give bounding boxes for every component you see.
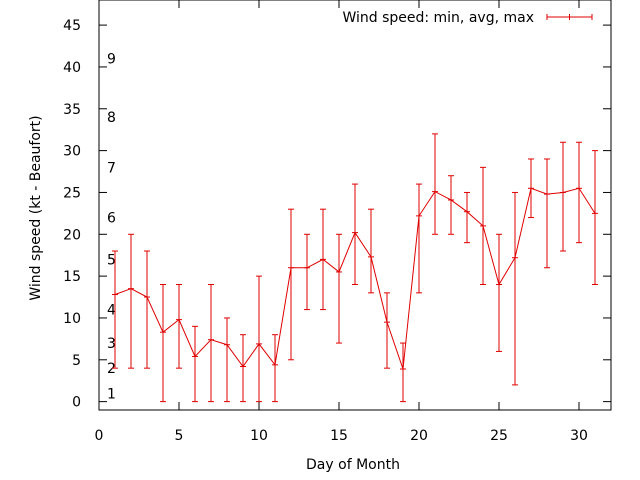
legend-sample <box>546 14 593 20</box>
beaufort-label: 9 <box>107 52 116 68</box>
beaufort-label: 8 <box>107 110 116 126</box>
x-axis: 0 5 10 15 20 25 30 <box>95 0 588 444</box>
beaufort-label: 3 <box>107 336 116 352</box>
y-axis-label: Wind speed (kt - Beaufort) <box>28 115 44 300</box>
beaufort-label: 7 <box>107 160 116 176</box>
y-tick-label: 15 <box>63 269 81 285</box>
y-tick-label: 35 <box>63 102 81 118</box>
beaufort-labels: 1 2 3 4 5 6 7 8 9 <box>107 52 116 403</box>
beaufort-label: 6 <box>107 211 116 227</box>
y-tick-label: 20 <box>63 227 81 243</box>
beaufort-label: 5 <box>107 252 116 268</box>
beaufort-label: 4 <box>107 303 116 319</box>
x-tick-label: 20 <box>410 428 428 444</box>
legend-label: Wind speed: min, avg, max <box>342 10 534 26</box>
x-tick-label: 0 <box>95 428 104 444</box>
x-tick-label: 10 <box>250 428 268 444</box>
x-tick-label: 30 <box>570 428 588 444</box>
series-line-wind-speed <box>114 187 596 370</box>
y-tick-label: 10 <box>63 311 81 327</box>
x-tick-label: 15 <box>330 428 348 444</box>
beaufort-label: 1 <box>107 386 116 402</box>
error-bars <box>112 133 598 403</box>
legend: Wind speed: min, avg, max <box>342 10 593 26</box>
beaufort-label: 2 <box>107 361 116 377</box>
y-tick-label: 5 <box>72 353 81 369</box>
plot-frame <box>98 0 612 411</box>
y-tick-label: 25 <box>63 185 81 201</box>
x-tick-label: 25 <box>490 428 508 444</box>
y-tick-label: 30 <box>63 144 81 160</box>
y-tick-label: 0 <box>72 395 81 411</box>
x-axis-label: Day of Month <box>306 457 400 473</box>
x-tick-label: 5 <box>175 428 184 444</box>
y-tick-label: 40 <box>63 60 81 76</box>
y-tick-label: 45 <box>63 18 81 34</box>
